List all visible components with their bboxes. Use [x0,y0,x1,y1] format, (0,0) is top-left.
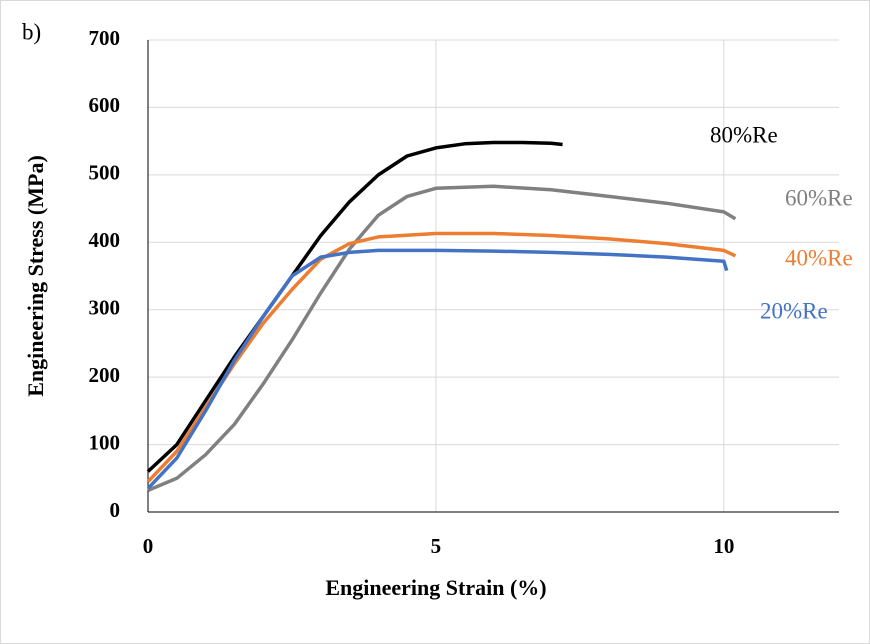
series-label: 40%Re [785,245,853,270]
x-tick-label: 5 [431,534,442,558]
x-tick-label: 0 [143,534,154,558]
series-label: 20%Re [760,298,828,323]
series-line [147,184,737,493]
y-tick-label: 200 [89,363,121,387]
y-tick-label: 300 [89,296,121,320]
series-label: 80%Re [710,122,778,147]
series-label: 60%Re [785,185,853,210]
y-tick-label: 0 [110,498,121,522]
series-line [146,140,563,473]
y-tick-label: 600 [89,93,121,117]
panel-label: b) [22,19,41,44]
y-tick-label: 500 [89,161,121,185]
y-tick-label: 700 [89,26,121,50]
y-tick-label: 400 [89,228,121,252]
x-axis-title: Engineering Strain (%) [325,575,546,600]
series-line [146,248,729,490]
x-tick-label: 10 [713,534,734,558]
y-tick-label: 100 [89,430,121,454]
y-axis-title: Engineering Stress (MPa) [23,155,48,397]
